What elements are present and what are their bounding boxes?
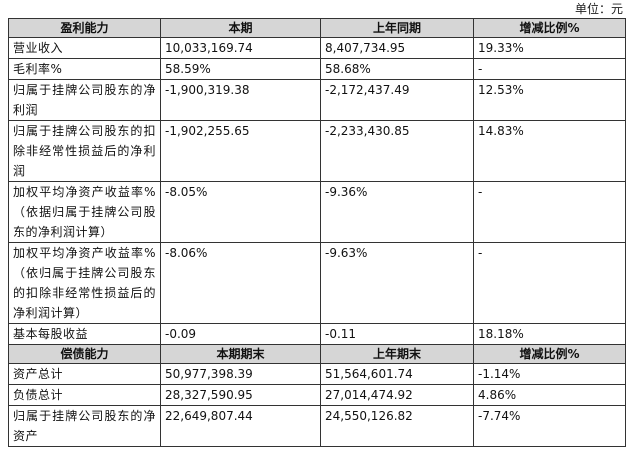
cell: 12.53% <box>473 79 626 121</box>
cell: 50,977,398.39 <box>160 363 321 385</box>
row-label: 归属于挂牌公司股东的净利润 <box>8 79 161 121</box>
cell: 24,550,126.82 <box>320 405 474 447</box>
header-cell: 本期 <box>160 18 321 38</box>
cell: -2,172,437.49 <box>320 79 474 121</box>
cell: -0.11 <box>320 323 474 345</box>
data-row: 负债总计 28,327,590.95 27,014,474.92 4.86% <box>8 384 626 406</box>
data-row: 归属于挂牌公司股东的扣除非经常性损益后的净利润 -1,902,255.65 -2,2… <box>8 120 626 182</box>
cell: 51,564,601.74 <box>320 363 474 385</box>
cell: - <box>473 58 626 80</box>
row-label: 归属于挂牌公司股东的净资产 <box>8 405 161 447</box>
row-label: 营业收入 <box>8 37 161 59</box>
cell: 22,649,807.44 <box>160 405 321 447</box>
cell: 4.86% <box>473 384 626 406</box>
row-label: 归属于挂牌公司股东的扣除非经常性损益后的净利润 <box>8 120 161 182</box>
row-label: 基本每股收益 <box>8 323 161 345</box>
cell: -1,902,255.65 <box>160 120 321 182</box>
cell: 18.18% <box>473 323 626 345</box>
financial-table: 盈利能力 本期 上年同期 增减比例% 营业收入 10,033,169.74 8,407,73… <box>8 18 626 447</box>
header-cell: 盈利能力 <box>8 18 161 38</box>
data-row: 毛利率% 58.59% 58.68% - <box>8 58 626 80</box>
data-row: 加权平均净资产收益率%（依归属于挂牌公司股东的扣除非经常性损益后的净利润计算） -… <box>8 242 626 324</box>
row-label: 负债总计 <box>8 384 161 406</box>
data-row: 归属于挂牌公司股东的净利润 -1,900,319.38 -2,172,437.49 1… <box>8 79 626 121</box>
row-label: 加权平均净资产收益率%（依归属于挂牌公司股东的扣除非经常性损益后的净利润计算） <box>8 242 161 324</box>
data-row: 基本每股收益 -0.09 -0.11 18.18% <box>8 323 626 345</box>
cell: 28,327,590.95 <box>160 384 321 406</box>
header-cell: 上年同期 <box>320 18 474 38</box>
header-cell: 增减比例% <box>473 18 626 38</box>
cell: -8.06% <box>160 242 321 324</box>
header-cell: 偿债能力 <box>8 344 161 364</box>
cell: - <box>473 181 626 243</box>
cell: 8,407,734.95 <box>320 37 474 59</box>
header-row: 偿债能力 本期期末 上年期末 增减比例% <box>8 344 626 364</box>
data-row: 归属于挂牌公司股东的净资产 22,649,807.44 24,550,126.82-… <box>8 405 626 447</box>
cell: 58.59% <box>160 58 321 80</box>
cell: -8.05% <box>160 181 321 243</box>
cell: 58.68% <box>320 58 474 80</box>
cell: 19.33% <box>473 37 626 59</box>
data-row: 资产总计 50,977,398.39 51,564,601.74 -1.14% <box>8 363 626 385</box>
row-label: 加权平均净资产收益率%（依据归属于挂牌公司股东的净利润计算） <box>8 181 161 243</box>
cell: -1.14% <box>473 363 626 385</box>
cell: -2,233,430.85 <box>320 120 474 182</box>
cell: -0.09 <box>160 323 321 345</box>
header-cell: 上年期末 <box>320 344 474 364</box>
cell: 27,014,474.92 <box>320 384 474 406</box>
cell: 14.83% <box>473 120 626 182</box>
data-row: 营业收入 10,033,169.74 8,407,734.95 19.33% <box>8 37 626 59</box>
cell: 10,033,169.74 <box>160 37 321 59</box>
cell: -7.74% <box>473 405 626 447</box>
cell: -9.36% <box>320 181 474 243</box>
header-cell: 增减比例% <box>473 344 626 364</box>
cell: - <box>473 242 626 324</box>
row-label: 资产总计 <box>8 363 161 385</box>
header-cell: 本期期末 <box>160 344 321 364</box>
cell: -9.63% <box>320 242 474 324</box>
row-label: 毛利率% <box>8 58 161 80</box>
header-row: 盈利能力 本期 上年同期 增减比例% <box>8 18 626 38</box>
cell: -1,900,319.38 <box>160 79 321 121</box>
unit-label: 单位：元 <box>574 2 623 16</box>
data-row: 加权平均净资产收益率%（依据归属于挂牌公司股东的净利润计算） -8.05% -9.3… <box>8 181 626 243</box>
